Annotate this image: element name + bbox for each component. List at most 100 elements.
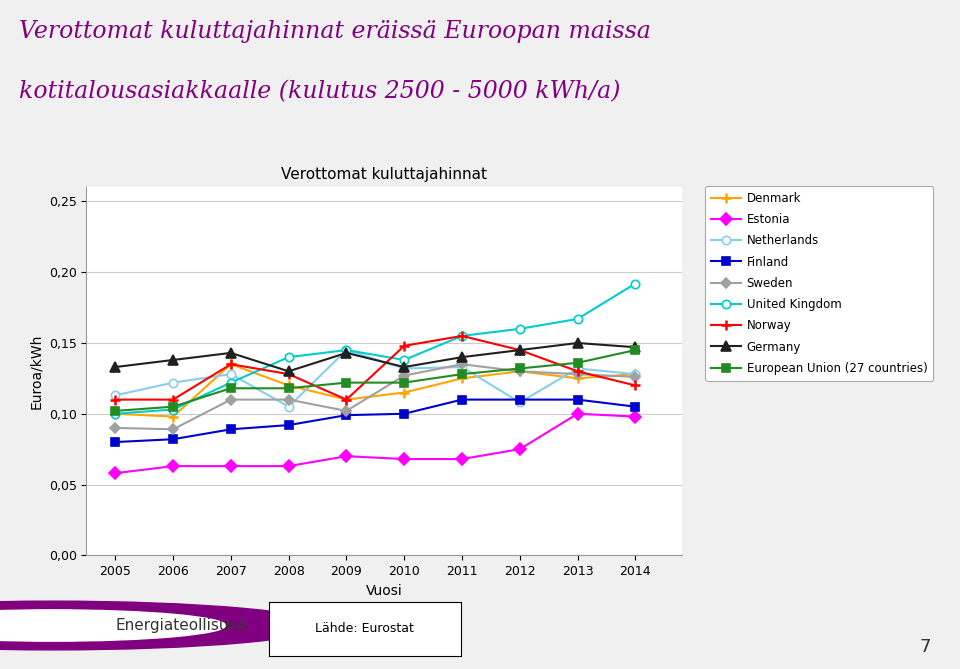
Sweden — [630, 373, 641, 381]
Norway — [514, 346, 525, 354]
Text: Lähde: Eurostat: Lähde: Eurostat — [316, 622, 414, 636]
Sweden — [283, 395, 295, 403]
Netherlands — [225, 370, 236, 378]
Norway — [225, 360, 236, 368]
Estonia — [456, 455, 468, 463]
Line: Norway: Norway — [110, 331, 640, 405]
Netherlands — [456, 363, 468, 371]
Germany — [283, 367, 295, 375]
European Union (27 countries) — [167, 403, 179, 411]
Netherlands — [630, 370, 641, 378]
Norway — [572, 367, 584, 375]
Estonia — [109, 469, 121, 477]
X-axis label: Vuosi: Vuosi — [366, 583, 402, 597]
United Kingdom — [283, 353, 295, 361]
Line: Estonia: Estonia — [111, 409, 639, 478]
Finland — [572, 395, 584, 403]
Denmark — [630, 370, 641, 378]
Estonia — [572, 409, 584, 417]
Estonia — [630, 413, 641, 421]
European Union (27 countries) — [398, 379, 410, 387]
Estonia — [225, 462, 236, 470]
Denmark — [514, 367, 525, 375]
United Kingdom — [225, 379, 236, 387]
Denmark — [225, 360, 236, 368]
Netherlands — [514, 399, 525, 407]
Line: European Union (27 countries): European Union (27 countries) — [111, 346, 639, 415]
Denmark — [456, 375, 468, 383]
Text: Verottomat kuluttajahinnat eräissä Euroopan maissa: Verottomat kuluttajahinnat eräissä Euroo… — [19, 20, 651, 43]
Norway — [398, 342, 410, 350]
Line: United Kingdom: United Kingdom — [111, 280, 639, 418]
Denmark — [283, 381, 295, 389]
Netherlands — [398, 365, 410, 373]
Text: Energiateollisuus: Energiateollisuus — [115, 618, 247, 633]
Line: Netherlands: Netherlands — [111, 346, 639, 411]
Line: Finland: Finland — [111, 395, 639, 446]
Sweden — [225, 395, 236, 403]
Germany — [341, 349, 352, 357]
Germany — [109, 363, 121, 371]
Sweden — [341, 407, 352, 415]
Circle shape — [0, 610, 226, 641]
Estonia — [398, 455, 410, 463]
Line: Sweden: Sweden — [111, 361, 638, 433]
Norway — [456, 332, 468, 340]
Title: Verottomat kuluttajahinnat: Verottomat kuluttajahinnat — [281, 167, 487, 182]
Finland — [225, 425, 236, 434]
Norway — [341, 395, 352, 403]
Y-axis label: Euroa/kWh: Euroa/kWh — [29, 334, 43, 409]
European Union (27 countries) — [283, 384, 295, 392]
Germany — [225, 349, 236, 357]
United Kingdom — [514, 325, 525, 333]
Netherlands — [283, 403, 295, 411]
Text: 7: 7 — [920, 638, 931, 656]
European Union (27 countries) — [225, 384, 236, 392]
Finland — [341, 411, 352, 419]
Germany — [572, 339, 584, 347]
Text: kotitalousasiakkaalle (kulutus 2500 - 5000 kWh/a): kotitalousasiakkaalle (kulutus 2500 - 50… — [19, 80, 621, 103]
Sweden — [167, 425, 179, 434]
Denmark — [341, 395, 352, 403]
Finland — [456, 395, 468, 403]
European Union (27 countries) — [514, 365, 525, 373]
Sweden — [398, 371, 410, 379]
Netherlands — [341, 346, 352, 354]
Line: Denmark: Denmark — [110, 359, 640, 421]
Legend: Denmark, Estonia, Netherlands, Finland, Sweden, United Kingdom, Norway, Germany,: Denmark, Estonia, Netherlands, Finland, … — [706, 186, 933, 381]
United Kingdom — [572, 315, 584, 323]
European Union (27 countries) — [572, 359, 584, 367]
Netherlands — [109, 391, 121, 399]
Finland — [283, 421, 295, 429]
Germany — [167, 356, 179, 364]
Norway — [109, 395, 121, 403]
Finland — [109, 438, 121, 446]
Norway — [283, 370, 295, 378]
Finland — [167, 436, 179, 444]
European Union (27 countries) — [456, 370, 468, 378]
Estonia — [167, 462, 179, 470]
Denmark — [167, 413, 179, 421]
Denmark — [109, 409, 121, 417]
United Kingdom — [456, 332, 468, 340]
Germany — [514, 346, 525, 354]
Sweden — [514, 367, 525, 375]
Netherlands — [572, 365, 584, 373]
Sweden — [109, 424, 121, 432]
European Union (27 countries) — [341, 379, 352, 387]
United Kingdom — [341, 346, 352, 354]
Finland — [630, 403, 641, 411]
United Kingdom — [630, 280, 641, 288]
Germany — [398, 363, 410, 371]
Germany — [630, 343, 641, 351]
Norway — [630, 381, 641, 389]
Finland — [398, 409, 410, 417]
Denmark — [572, 375, 584, 383]
Estonia — [341, 452, 352, 460]
Line: Germany: Germany — [110, 338, 640, 376]
European Union (27 countries) — [109, 407, 121, 415]
Finland — [514, 395, 525, 403]
Circle shape — [0, 601, 322, 650]
Estonia — [514, 445, 525, 453]
European Union (27 countries) — [630, 346, 641, 354]
